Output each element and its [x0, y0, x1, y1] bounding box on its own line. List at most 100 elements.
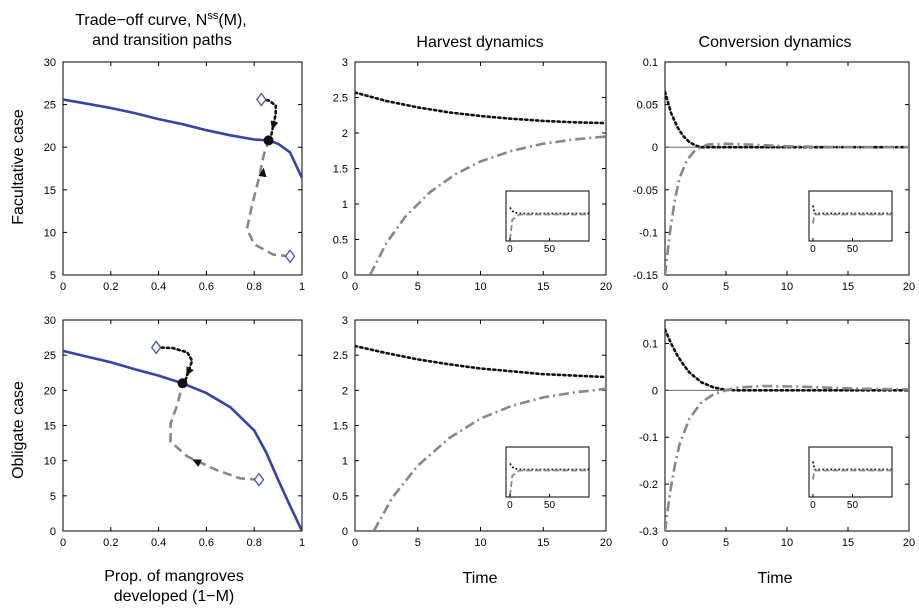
equilibrium-dot — [177, 378, 188, 389]
x-tick-label: 20 — [903, 537, 915, 549]
x-tick-label: 5 — [415, 281, 421, 293]
equilibrium-dot — [263, 135, 274, 146]
plot-area — [355, 344, 606, 531]
series-dashed — [245, 139, 291, 258]
x-tick-label: 5 — [415, 537, 421, 549]
x-tick-label: 10 — [781, 281, 793, 293]
x-tick-label: 10 — [474, 537, 486, 549]
inset-tick-label: 50 — [544, 500, 556, 511]
y-tick-label: 1 — [342, 199, 348, 211]
x-tick-label: 0.6 — [199, 537, 214, 549]
x-tick-label: 20 — [600, 281, 612, 293]
inset-series-dashdot — [812, 469, 892, 480]
y-tick-label: 5 — [50, 270, 56, 282]
col1-title-tail: (M), — [218, 12, 246, 29]
inset-series-dotted — [812, 461, 892, 471]
col2-title: Harvest dynamics — [416, 34, 543, 51]
x-tick-label: 0.2 — [103, 281, 118, 293]
panel-bm: 0 5 10 15 20 0 0.5 1 1.5 2 2.5 3 0 50 — [333, 315, 612, 549]
x-tick-label: 1 — [299, 281, 305, 293]
x-tick-label: 1 — [299, 537, 305, 549]
y-tick-label: -0.2 — [639, 479, 658, 491]
series-dashed — [169, 383, 260, 481]
arrow-head — [270, 120, 279, 131]
xlabel-col1-line1: Prop. of mangroves — [104, 568, 244, 585]
x-tick-label: 0 — [60, 281, 66, 293]
series-solid — [63, 98, 302, 179]
y-tick-label: 0.1 — [643, 338, 658, 350]
plot-area — [665, 328, 909, 531]
series-solid — [63, 349, 302, 531]
inset-frame — [505, 190, 590, 242]
inset-series-dotted — [812, 205, 892, 215]
col3-title: Conversion dynamics — [699, 34, 852, 51]
y-tick-label: 5 — [50, 491, 56, 503]
y-tick-label: -0.1 — [639, 432, 658, 444]
xlabel-col1-line2: developed (1−M) — [114, 588, 235, 605]
col1-title-line2: and transition paths — [92, 32, 232, 49]
x-tick-label: 10 — [781, 537, 793, 549]
y-tick-label: 0 — [342, 526, 348, 538]
plot-frame — [354, 319, 607, 532]
inset-tick-label: 50 — [544, 244, 556, 255]
y-tick-label: 10 — [44, 227, 56, 239]
y-tick-label: 25 — [44, 350, 56, 362]
x-tick-label: 0.6 — [199, 281, 214, 293]
series-dashdot — [372, 387, 606, 531]
diamond-marker — [253, 472, 265, 487]
x-tick-label: 5 — [723, 281, 729, 293]
x-tick-label: 0.4 — [151, 281, 166, 293]
y-tick-label: 10 — [44, 456, 56, 468]
y-tick-label: 15 — [44, 185, 56, 197]
x-tick-label: 0 — [352, 281, 358, 293]
series-dashdot — [665, 384, 909, 531]
y-tick-label: 1.5 — [333, 164, 348, 176]
series-dotted — [355, 91, 606, 125]
inset-series-dashdot — [509, 213, 589, 241]
arrow-head — [186, 366, 194, 377]
diamond-marker — [150, 340, 162, 355]
col1-title-line1: Trade−off curve, Nss(M), — [75, 10, 247, 29]
xlabel-col3: Time — [758, 570, 793, 587]
series-dotted — [665, 90, 909, 149]
plot-area — [63, 340, 302, 531]
plot-frame — [664, 61, 910, 276]
x-tick-label: 15 — [537, 281, 549, 293]
y-tick-label: -0.1 — [639, 227, 658, 239]
x-tick-label: 0.2 — [103, 537, 118, 549]
y-tick-label: 2.5 — [333, 93, 348, 105]
y-tick-label: 30 — [44, 315, 56, 327]
inset-tick-label: 50 — [847, 500, 859, 511]
x-tick-label: 5 — [723, 537, 729, 549]
inset-tick-label: 0 — [810, 500, 816, 511]
inset-tick-label: 0 — [507, 500, 513, 511]
inset-frame — [505, 446, 590, 498]
inset-frame — [808, 190, 893, 242]
x-tick-label: 0.8 — [247, 537, 262, 549]
x-tick-label: 20 — [903, 281, 915, 293]
arrow-head — [192, 459, 202, 467]
plot-area — [63, 92, 302, 264]
x-tick-label: 15 — [537, 537, 549, 549]
y-tick-label: -0.05 — [633, 185, 658, 197]
inset-series-dashdot — [812, 213, 892, 224]
y-tick-label: 2.5 — [333, 350, 348, 362]
series-dotted — [260, 98, 277, 139]
inset-tick-label: 0 — [810, 244, 816, 255]
series-dotted — [355, 344, 606, 379]
x-tick-label: 0.8 — [247, 281, 262, 293]
x-tick-label: 15 — [842, 537, 854, 549]
y-tick-label: 2 — [342, 385, 348, 397]
panel-tm: 0 5 10 15 20 0 0.5 1 1.5 2 2.5 3 0 50 — [333, 57, 612, 293]
y-tick-label: 0.1 — [643, 57, 658, 69]
inset-series-dashdot — [509, 469, 589, 497]
series-dotted — [154, 346, 194, 384]
y-tick-label: 2 — [342, 128, 348, 140]
plot-area — [665, 90, 909, 275]
y-tick-label: 0 — [50, 526, 56, 538]
inset: 0 50 — [505, 446, 590, 511]
inset-tick-label: 50 — [847, 244, 859, 255]
diamond-marker — [256, 92, 267, 107]
